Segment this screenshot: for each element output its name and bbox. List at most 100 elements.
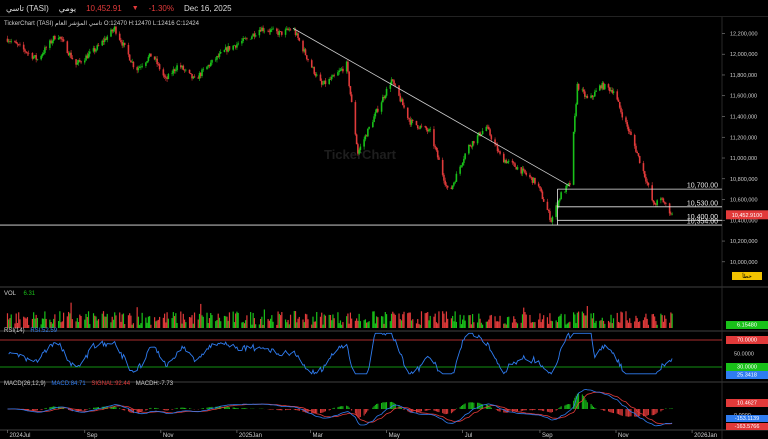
macd-histogram-bar: [307, 409, 309, 413]
macd-histogram-bar: [358, 409, 360, 418]
macd-histogram-bar: [610, 409, 612, 413]
volume-bar: [595, 320, 597, 328]
price-chart-svg[interactable]: TickerChart 12,200,000 12,000,000 11,800,00…: [0, 17, 768, 439]
macd-histogram-bar: [412, 409, 414, 413]
volume-bar: [329, 314, 332, 328]
volume-legend: VOL 6.31: [4, 291, 35, 297]
macd-histogram-bar: [569, 404, 571, 409]
volume-bar: [420, 311, 423, 328]
volume-bar: [246, 315, 248, 328]
macd-histogram-bar: [508, 409, 510, 413]
volume-bar: [654, 316, 656, 328]
candle-down: [208, 65, 211, 67]
volume-bar: [241, 322, 243, 328]
chart-area[interactable]: TickerChart 12,200,000 12,000,000 11,800,00…: [0, 17, 768, 439]
candle-up: [295, 33, 298, 35]
macd-histogram-bar: [454, 409, 456, 411]
volume-bar: [434, 313, 436, 328]
macd-histogram-bar: [482, 404, 484, 409]
volume-bar: [533, 322, 535, 328]
macd-histogram-bar: [419, 409, 421, 412]
candle-down: [6, 38, 9, 42]
macd-histogram-bar: [119, 408, 121, 409]
candle-down: [441, 159, 444, 175]
volume-bar: [112, 319, 115, 328]
volume-bar: [279, 315, 282, 328]
macd-histogram-bar: [384, 402, 386, 409]
volume-bar: [157, 319, 159, 328]
volume-bar: [207, 323, 209, 328]
volume-bar: [428, 320, 430, 328]
volume-bar: [166, 312, 168, 328]
volume-bar: [612, 318, 615, 328]
candle-up: [286, 28, 288, 30]
candle-down: [514, 163, 516, 167]
candle-down: [433, 129, 435, 147]
volume-bar: [551, 321, 554, 328]
volume-bar: [339, 320, 342, 328]
candle-down: [54, 35, 56, 40]
macd-histogram-bar: [534, 409, 536, 411]
volume-bar: [18, 312, 20, 328]
volume-bar: [356, 318, 358, 328]
candle-up: [236, 44, 238, 48]
volume-bar: [165, 322, 167, 328]
macd-histogram-bar: [50, 406, 52, 409]
macd-histogram-bar: [363, 409, 365, 416]
macd-histogram-bar: [121, 409, 123, 410]
candle-up: [106, 36, 109, 40]
volume-bar: [524, 312, 526, 328]
candle-down: [486, 126, 489, 128]
candle-down: [67, 53, 70, 56]
volume-bar: [450, 318, 453, 328]
volume-bar: [581, 311, 583, 328]
volume-bar: [368, 321, 370, 328]
candle-down: [446, 185, 449, 188]
volume-bar: [120, 321, 122, 328]
volume-bar: [373, 311, 375, 328]
volume-bar: [575, 323, 577, 328]
candle-up: [181, 65, 183, 68]
volume-bar: [276, 324, 278, 328]
macd-histogram-bar: [608, 409, 610, 412]
volume-bar: [34, 318, 36, 328]
volume-bar: [289, 314, 292, 328]
candle-up: [219, 52, 222, 54]
down-arrow-icon: ▼: [131, 4, 139, 12]
macd-value: MACD:84.71: [51, 381, 86, 387]
candle-down: [157, 64, 160, 65]
macd-histogram-bar: [132, 409, 134, 414]
candle-down: [166, 77, 168, 79]
macd-histogram-bar: [671, 408, 673, 409]
volume-bar: [463, 315, 465, 328]
volume-bar: [636, 318, 638, 328]
candle-down: [546, 201, 549, 210]
macd-histogram-bar: [33, 409, 35, 411]
volume-bar: [621, 312, 623, 328]
macd-histogram-bar: [306, 409, 308, 413]
volume-bar: [33, 312, 35, 328]
candle-up: [594, 91, 596, 97]
volume-bar: [590, 313, 592, 328]
volume-tag: [726, 321, 768, 329]
candle-up: [233, 45, 236, 47]
volume-bar: [412, 319, 414, 328]
volume-bar: [132, 323, 135, 328]
macd-histogram-bar: [181, 407, 183, 409]
volume-bar: [342, 322, 344, 328]
volume-bar: [516, 323, 519, 328]
volume-bar: [525, 314, 527, 328]
volume-bar: [398, 313, 400, 328]
volume-bar: [394, 314, 396, 328]
candle-down: [630, 131, 632, 135]
volume-bar: [235, 313, 237, 328]
macd-histogram-bar: [618, 409, 620, 415]
candle-up: [10, 40, 13, 42]
macd-histogram-bar: [583, 396, 585, 409]
macd-histogram-bar: [568, 404, 570, 409]
candle-up: [476, 135, 479, 144]
candle-up: [459, 166, 461, 174]
macd-histogram-bar: [286, 409, 288, 410]
macd-histogram-bar: [586, 402, 588, 409]
candle-down: [633, 134, 636, 146]
